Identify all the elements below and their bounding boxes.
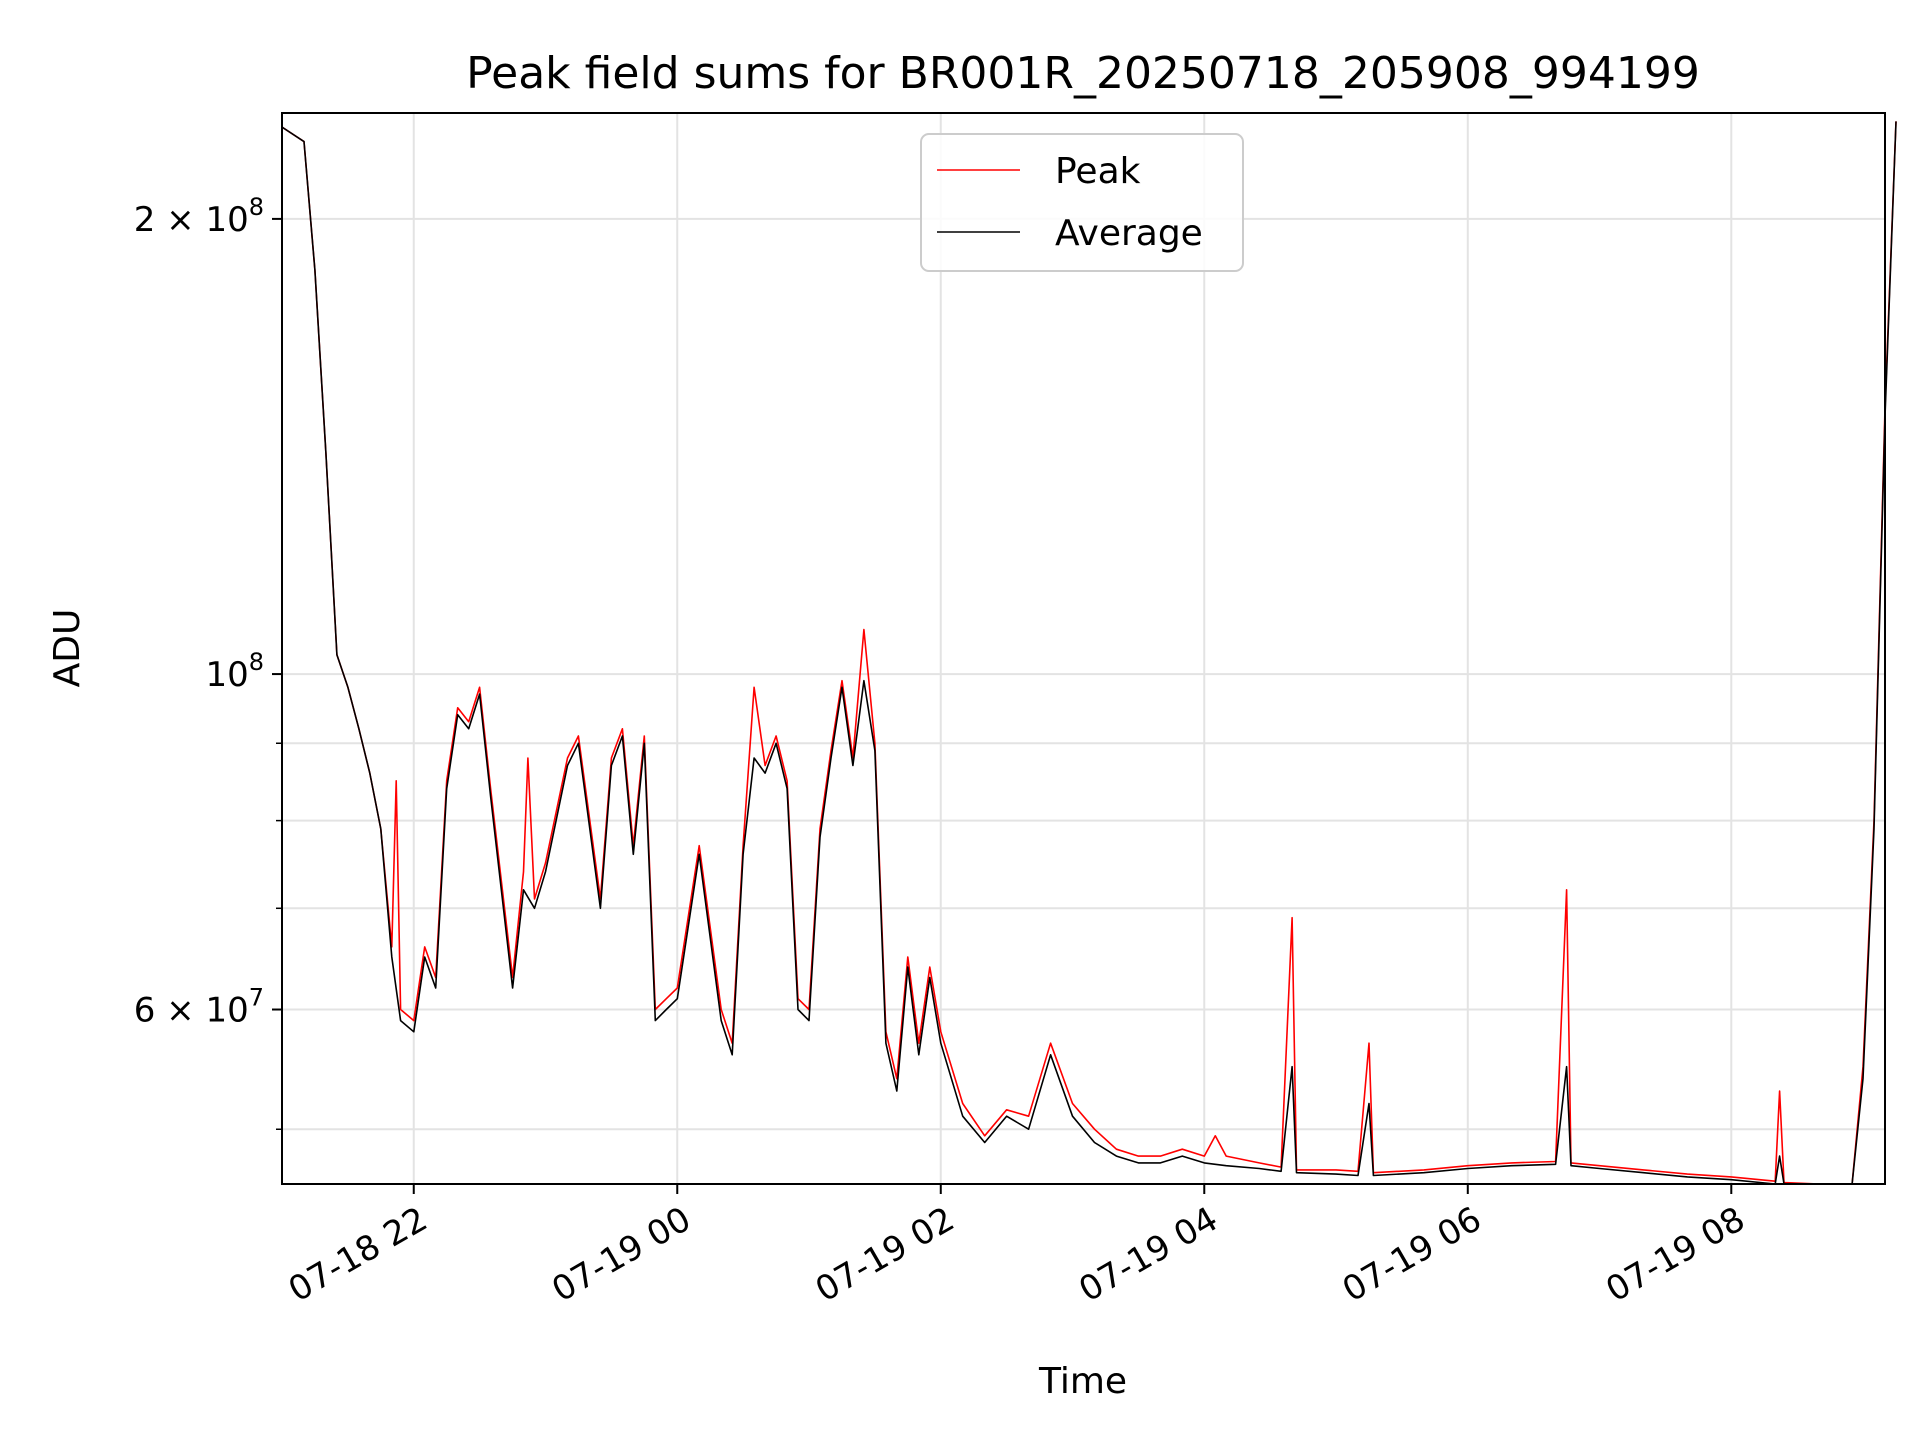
y-tick-exponent: 8	[249, 193, 264, 221]
y-tick-base: 10	[205, 655, 248, 695]
y-tick-label: 6 × 107	[134, 984, 264, 1031]
x-tick-label: 07-19 06	[1336, 1199, 1488, 1310]
x-tick-label: 07-19 00	[545, 1199, 697, 1310]
series-layer	[281, 121, 1897, 1185]
y-axis-label: ADU	[47, 609, 88, 688]
series-line-average	[281, 121, 1897, 1185]
chart-title: Peak field sums for BR001R_20250718_2059…	[466, 48, 1700, 99]
x-tick-label: 07-19 04	[1072, 1199, 1224, 1310]
x-tick-label: 07-18 22	[282, 1199, 434, 1310]
x-axis-ticks: 07-18 22 07-19 00 07-19 02 07-19 04 07-19 06…	[282, 1184, 1752, 1310]
legend-label-average: Average	[1055, 213, 1203, 254]
x-tick-label: 07-19 08	[1599, 1199, 1751, 1310]
y-tick-exponent: 7	[249, 984, 264, 1012]
y-tick-base: 6 × 10	[134, 991, 249, 1031]
x-axis-label: Time	[1038, 1361, 1127, 1402]
legend: Peak Average	[920, 133, 1244, 272]
series-line-peak	[281, 121, 1897, 1185]
y-tick-label: 108	[205, 648, 264, 695]
legend-box	[920, 133, 1244, 272]
legend-label-peak: Peak	[1055, 151, 1141, 192]
x-tick-label: 07-19 02	[809, 1199, 961, 1310]
plot-frame	[281, 112, 1886, 1185]
grid-layer	[282, 113, 1885, 1184]
y-tick-label: 2 × 108	[134, 193, 264, 240]
y-tick-base: 2 × 10	[134, 200, 249, 240]
y-tick-exponent: 8	[249, 648, 264, 676]
